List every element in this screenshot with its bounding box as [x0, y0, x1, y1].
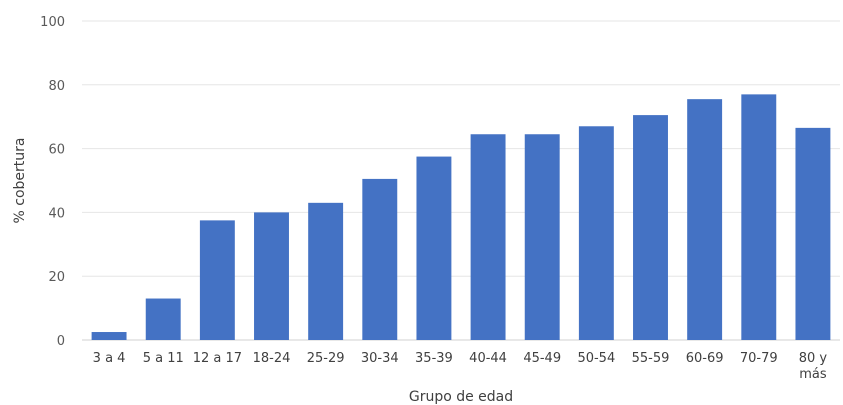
x-tick-label-line: 3 a 4: [93, 351, 126, 366]
x-tick-label-line: 40-44: [469, 351, 507, 366]
x-tick-label-line: 55-59: [632, 351, 670, 366]
y-tick-label: 0: [57, 334, 65, 349]
x-tick-label-line: 50-54: [577, 351, 615, 366]
x-tick-label: 55-59: [632, 351, 670, 366]
bar-60-69: [687, 99, 723, 340]
x-tick-label-line: 45-49: [523, 351, 561, 366]
x-tick-label-line: más: [799, 367, 827, 382]
grid-lines: [82, 20, 840, 341]
x-tick-label: 40-44: [469, 351, 507, 366]
y-axis-ticks: 0 20 40 60 80 100: [40, 15, 65, 349]
y-tick-label: 40: [48, 206, 65, 221]
x-tick-label-line: 80 y: [799, 351, 828, 366]
x-axis-title: Grupo de edad: [409, 389, 513, 405]
x-tick-label: 18-24: [253, 351, 291, 366]
x-tick-label-line: 70-79: [740, 351, 778, 366]
bar-18-24: [254, 212, 289, 340]
y-tick-label: 100: [40, 15, 65, 30]
x-tick-label-line: 12 a 17: [193, 351, 242, 366]
x-tick-label: 50-54: [577, 351, 615, 366]
x-tick-label: 35-39: [415, 351, 453, 366]
x-tick-label: 5 a 11: [143, 351, 184, 366]
x-tick-label-line: 30-34: [361, 351, 399, 366]
bar-5-a-11: [145, 298, 181, 340]
y-tick-label: 20: [48, 270, 65, 285]
x-tick-label-line: 35-39: [415, 351, 453, 366]
x-tick-label: 60-69: [686, 351, 724, 366]
bar-25-29: [308, 202, 344, 340]
x-tick-label: 12 a 17: [193, 351, 242, 366]
bars: [91, 94, 831, 341]
x-tick-label-line: 25-29: [307, 351, 345, 366]
x-tick-label: 80 y más: [799, 351, 828, 382]
x-tick-label-line: 60-69: [686, 351, 724, 366]
bar-30-34: [362, 178, 398, 340]
bar-45-49: [524, 134, 560, 340]
x-tick-label: 70-79: [740, 351, 778, 366]
bar-35-39: [416, 156, 452, 340]
bar-50-54: [578, 126, 614, 341]
x-tick-label: 3 a 4: [93, 351, 126, 366]
x-axis-ticks: 3 a 4 5 a 11 12 a 17 18-24 25-29 30-34 35-39 40…: [93, 351, 828, 382]
x-tick-label-line: 5 a 11: [143, 351, 184, 366]
bar-55-59: [633, 115, 668, 340]
x-tick-label-line: 18-24: [253, 351, 291, 366]
x-tick-label: 25-29: [307, 351, 345, 366]
bar-40-44: [470, 134, 506, 340]
bar-12-a-17: [199, 220, 235, 340]
bar-80-y-más: [795, 127, 831, 341]
y-tick-label: 60: [48, 143, 65, 158]
y-tick-label: 80: [48, 79, 65, 94]
bar-3-a-4: [91, 332, 127, 340]
bar-70-79: [741, 94, 777, 341]
y-axis-title: % cobertura: [12, 138, 28, 224]
x-tick-label: 45-49: [523, 351, 561, 366]
x-tick-label: 30-34: [361, 351, 399, 366]
